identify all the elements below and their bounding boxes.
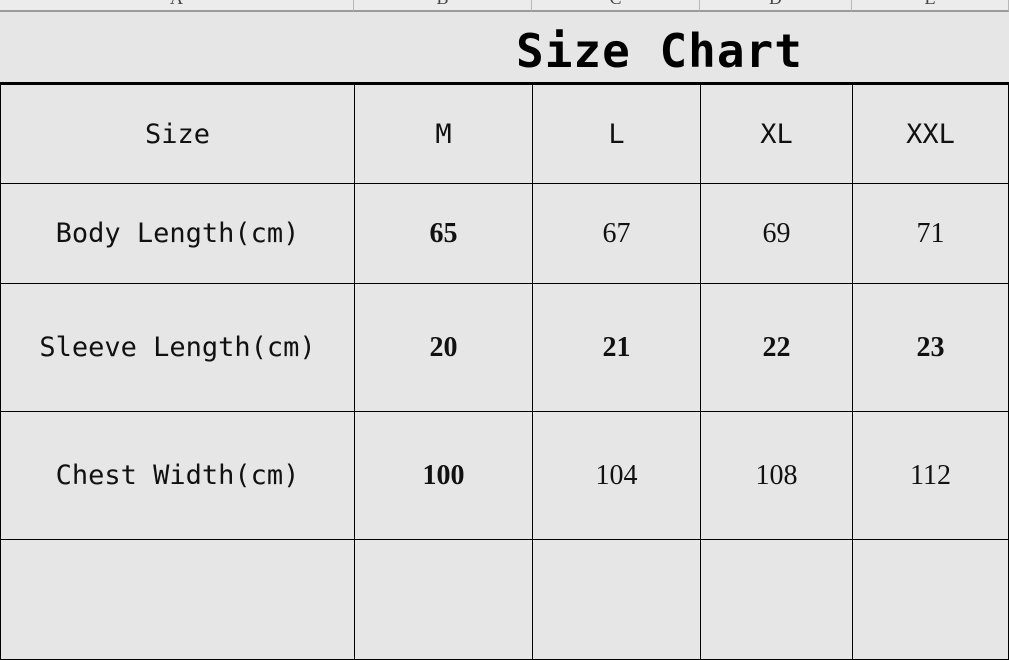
table-row [0,539,1009,660]
column-header-a[interactable]: A [0,0,354,12]
cell-value[interactable]: 104 [532,411,701,540]
empty-cell[interactable] [852,539,1009,660]
cell-value[interactable]: 69 [700,183,853,284]
cell-value[interactable]: 67 [532,183,701,284]
cell-size-m[interactable]: M [354,84,533,184]
column-header-c[interactable]: C [532,0,700,12]
size-table: Size M L XL XXL Body Length(cm) 65 67 69… [0,84,1009,660]
column-letter: A [0,0,353,9]
row-label[interactable]: Chest Width(cm) [0,411,355,540]
empty-cell[interactable] [354,539,533,660]
cell-value[interactable]: 71 [852,183,1009,284]
table-row: Sleeve Length(cm) 20 21 22 23 [0,283,1009,412]
row-label[interactable]: Body Length(cm) [0,183,355,284]
cell-size-label[interactable]: Size [0,84,355,184]
row-label[interactable]: Sleeve Length(cm) [0,283,355,412]
cell-value[interactable]: 23 [852,283,1009,412]
cell-size-xl[interactable]: XL [700,84,853,184]
header-row: Size M L XL XXL [0,84,1009,184]
column-letter: B [354,0,531,9]
cell-value[interactable]: 20 [354,283,533,412]
cell-value[interactable]: 22 [700,283,853,412]
empty-cell[interactable] [532,539,701,660]
cell-size-xxl[interactable]: XXL [852,84,1009,184]
column-letter: E [852,0,1008,9]
cell-size-l[interactable]: L [532,84,701,184]
cell-value[interactable]: 112 [852,411,1009,540]
column-header-d[interactable]: D [700,0,852,12]
table-row: Body Length(cm) 65 67 69 71 [0,183,1009,284]
title-cell[interactable]: Size Chart [0,14,1009,84]
column-letter: C [532,0,699,9]
table-row: Chest Width(cm) 100 104 108 112 [0,411,1009,540]
empty-cell[interactable] [700,539,853,660]
column-letter: D [700,0,851,9]
cell-value[interactable]: 108 [700,411,853,540]
cell-value[interactable]: 21 [532,283,701,412]
empty-cell[interactable] [0,539,355,660]
column-header-e[interactable]: E [852,0,1009,12]
column-header-b[interactable]: B [354,0,532,12]
page-title: Size Chart [516,24,803,78]
cell-value[interactable]: 65 [354,183,533,284]
cell-value[interactable]: 100 [354,411,533,540]
